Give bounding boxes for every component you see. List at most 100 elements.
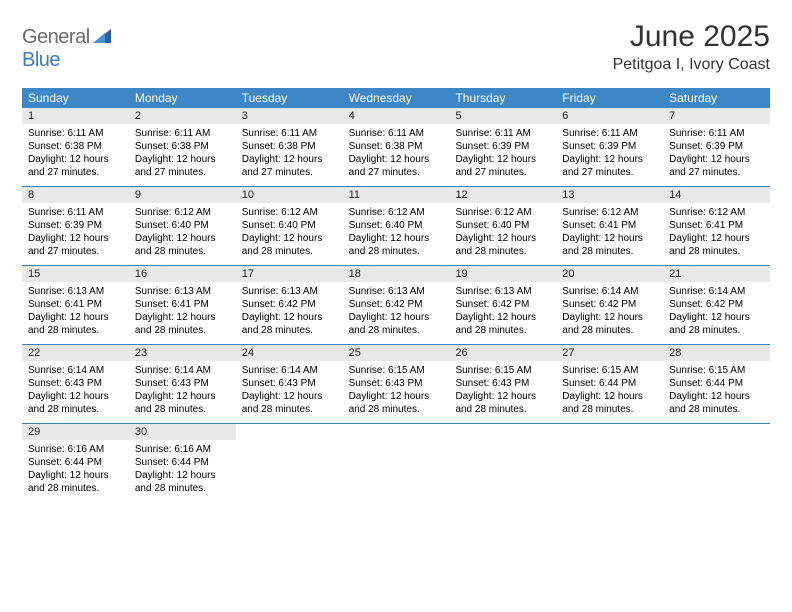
calendar-week: 22Sunrise: 6:14 AMSunset: 6:43 PMDayligh… (22, 344, 770, 423)
daylight-text: Daylight: 12 hours (455, 232, 550, 245)
day-number: 14 (663, 187, 770, 203)
daylight-text: Daylight: 12 hours (669, 390, 764, 403)
daylight-text: and 27 minutes. (562, 166, 657, 179)
calendar-day: 18Sunrise: 6:13 AMSunset: 6:42 PMDayligh… (343, 266, 450, 344)
page-subtitle: Petitgoa I, Ivory Coast (613, 56, 770, 74)
daylight-text: Daylight: 12 hours (562, 390, 657, 403)
calendar-day: 19Sunrise: 6:13 AMSunset: 6:42 PMDayligh… (449, 266, 556, 344)
day-number: 29 (22, 424, 129, 440)
daylight-text: and 28 minutes. (562, 403, 657, 416)
daylight-text: and 28 minutes. (242, 245, 337, 258)
day-details: Sunrise: 6:11 AMSunset: 6:39 PMDaylight:… (22, 203, 129, 264)
daylight-text: and 28 minutes. (562, 324, 657, 337)
calendar-day: 12Sunrise: 6:12 AMSunset: 6:40 PMDayligh… (449, 187, 556, 265)
daylight-text: and 27 minutes. (669, 166, 764, 179)
weekday-header-row: Sunday Monday Tuesday Wednesday Thursday… (22, 88, 770, 108)
daylight-text: and 28 minutes. (242, 403, 337, 416)
day-number: 7 (663, 108, 770, 124)
calendar-day: 28Sunrise: 6:15 AMSunset: 6:44 PMDayligh… (663, 345, 770, 423)
sunrise-text: Sunrise: 6:16 AM (135, 443, 230, 456)
sunset-text: Sunset: 6:38 PM (349, 140, 444, 153)
day-details: Sunrise: 6:12 AMSunset: 6:41 PMDaylight:… (663, 203, 770, 264)
daylight-text: and 27 minutes. (28, 166, 123, 179)
calendar-day: 13Sunrise: 6:12 AMSunset: 6:41 PMDayligh… (556, 187, 663, 265)
sunset-text: Sunset: 6:40 PM (455, 219, 550, 232)
calendar-day (343, 424, 450, 502)
day-number: 17 (236, 266, 343, 282)
calendar-week: 1Sunrise: 6:11 AMSunset: 6:38 PMDaylight… (22, 108, 770, 186)
daylight-text: and 27 minutes. (135, 166, 230, 179)
daylight-text: and 28 minutes. (349, 245, 444, 258)
sunset-text: Sunset: 6:44 PM (135, 456, 230, 469)
day-number: 11 (343, 187, 450, 203)
sunset-text: Sunset: 6:44 PM (28, 456, 123, 469)
calendar-day: 2Sunrise: 6:11 AMSunset: 6:38 PMDaylight… (129, 108, 236, 186)
calendar-day: 5Sunrise: 6:11 AMSunset: 6:39 PMDaylight… (449, 108, 556, 186)
calendar-day: 8Sunrise: 6:11 AMSunset: 6:39 PMDaylight… (22, 187, 129, 265)
title-block: June 2025 Petitgoa I, Ivory Coast (613, 20, 770, 74)
calendar-day: 25Sunrise: 6:15 AMSunset: 6:43 PMDayligh… (343, 345, 450, 423)
sunrise-text: Sunrise: 6:16 AM (28, 443, 123, 456)
day-details: Sunrise: 6:11 AMSunset: 6:39 PMDaylight:… (556, 124, 663, 185)
day-details: Sunrise: 6:13 AMSunset: 6:42 PMDaylight:… (236, 282, 343, 343)
daylight-text: Daylight: 12 hours (669, 311, 764, 324)
sunrise-text: Sunrise: 6:11 AM (28, 206, 123, 219)
day-number: 18 (343, 266, 450, 282)
sunrise-text: Sunrise: 6:14 AM (135, 364, 230, 377)
daylight-text: and 28 minutes. (669, 245, 764, 258)
day-number: 30 (129, 424, 236, 440)
sunset-text: Sunset: 6:42 PM (242, 298, 337, 311)
calendar-day: 1Sunrise: 6:11 AMSunset: 6:38 PMDaylight… (22, 108, 129, 186)
daylight-text: and 28 minutes. (135, 403, 230, 416)
sunset-text: Sunset: 6:44 PM (562, 377, 657, 390)
day-details: Sunrise: 6:14 AMSunset: 6:43 PMDaylight:… (22, 361, 129, 422)
daylight-text: and 28 minutes. (349, 403, 444, 416)
daylight-text: Daylight: 12 hours (455, 311, 550, 324)
sunset-text: Sunset: 6:43 PM (455, 377, 550, 390)
daylight-text: Daylight: 12 hours (455, 153, 550, 166)
sunset-text: Sunset: 6:42 PM (562, 298, 657, 311)
day-number: 25 (343, 345, 450, 361)
sunrise-text: Sunrise: 6:11 AM (562, 127, 657, 140)
day-details: Sunrise: 6:14 AMSunset: 6:43 PMDaylight:… (129, 361, 236, 422)
daylight-text: Daylight: 12 hours (242, 153, 337, 166)
calendar-day: 16Sunrise: 6:13 AMSunset: 6:41 PMDayligh… (129, 266, 236, 344)
logo-triangle-icon (93, 26, 111, 49)
sunset-text: Sunset: 6:39 PM (562, 140, 657, 153)
sunrise-text: Sunrise: 6:14 AM (28, 364, 123, 377)
day-number: 16 (129, 266, 236, 282)
sunset-text: Sunset: 6:40 PM (242, 219, 337, 232)
daylight-text: and 28 minutes. (669, 403, 764, 416)
daylight-text: and 28 minutes. (669, 324, 764, 337)
sunrise-text: Sunrise: 6:11 AM (28, 127, 123, 140)
day-details: Sunrise: 6:16 AMSunset: 6:44 PMDaylight:… (129, 440, 236, 501)
calendar-day (236, 424, 343, 502)
daylight-text: Daylight: 12 hours (562, 232, 657, 245)
day-details: Sunrise: 6:13 AMSunset: 6:42 PMDaylight:… (449, 282, 556, 343)
day-number: 9 (129, 187, 236, 203)
daylight-text: Daylight: 12 hours (349, 390, 444, 403)
sunset-text: Sunset: 6:43 PM (349, 377, 444, 390)
sunrise-text: Sunrise: 6:15 AM (562, 364, 657, 377)
calendar-day: 15Sunrise: 6:13 AMSunset: 6:41 PMDayligh… (22, 266, 129, 344)
day-number: 5 (449, 108, 556, 124)
day-number: 23 (129, 345, 236, 361)
calendar-day: 4Sunrise: 6:11 AMSunset: 6:38 PMDaylight… (343, 108, 450, 186)
calendar-day: 27Sunrise: 6:15 AMSunset: 6:44 PMDayligh… (556, 345, 663, 423)
day-details: Sunrise: 6:11 AMSunset: 6:39 PMDaylight:… (663, 124, 770, 185)
day-details: Sunrise: 6:15 AMSunset: 6:44 PMDaylight:… (556, 361, 663, 422)
day-details: Sunrise: 6:13 AMSunset: 6:42 PMDaylight:… (343, 282, 450, 343)
daylight-text: Daylight: 12 hours (135, 469, 230, 482)
day-number: 8 (22, 187, 129, 203)
sunset-text: Sunset: 6:38 PM (242, 140, 337, 153)
day-number: 15 (22, 266, 129, 282)
day-details: Sunrise: 6:11 AMSunset: 6:38 PMDaylight:… (236, 124, 343, 185)
day-details: Sunrise: 6:14 AMSunset: 6:42 PMDaylight:… (556, 282, 663, 343)
sunset-text: Sunset: 6:43 PM (242, 377, 337, 390)
day-number: 1 (22, 108, 129, 124)
day-details: Sunrise: 6:11 AMSunset: 6:38 PMDaylight:… (343, 124, 450, 185)
day-details: Sunrise: 6:12 AMSunset: 6:41 PMDaylight:… (556, 203, 663, 264)
day-details: Sunrise: 6:12 AMSunset: 6:40 PMDaylight:… (236, 203, 343, 264)
sunset-text: Sunset: 6:41 PM (669, 219, 764, 232)
sunrise-text: Sunrise: 6:11 AM (669, 127, 764, 140)
